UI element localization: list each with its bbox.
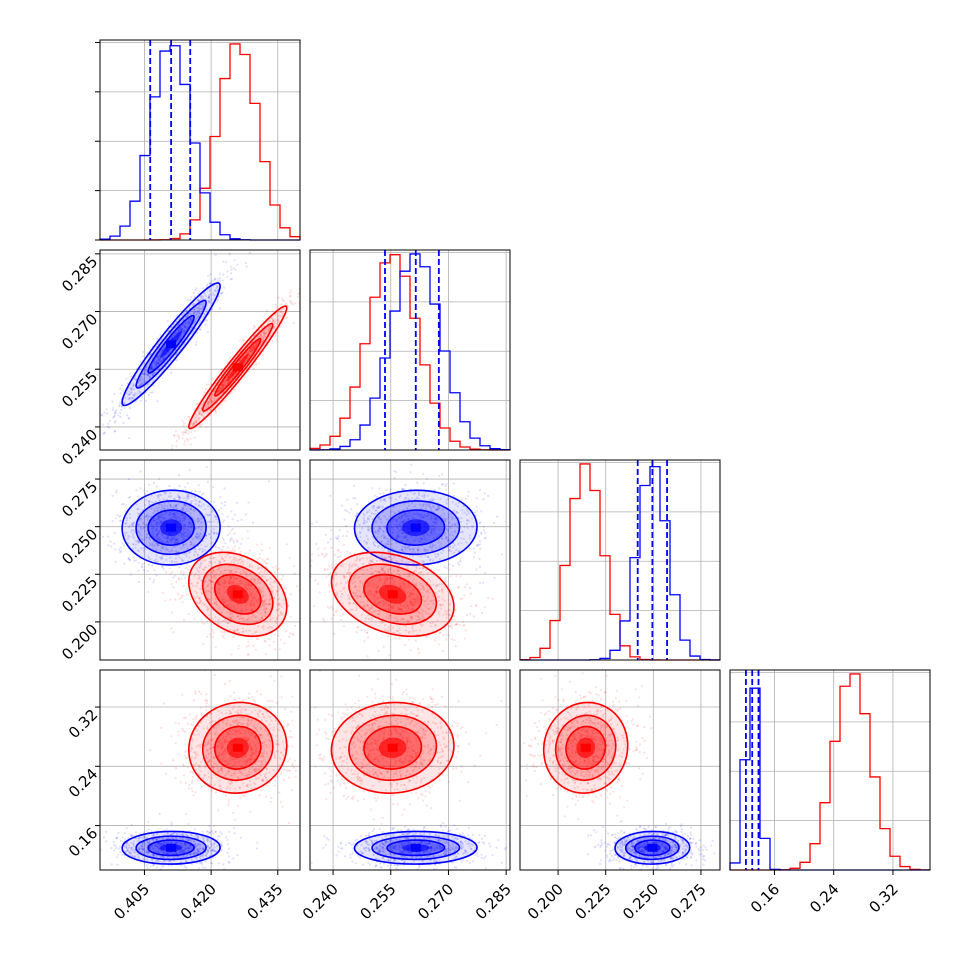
density-peak-series-1 xyxy=(387,743,398,752)
panels-layer: 0.2400.2550.2700.2850.2000.2250.2500.275… xyxy=(58,39,931,923)
y-tick-label-1-2: 0.270 xyxy=(58,310,101,353)
panel-frame xyxy=(99,669,301,871)
panel-frame xyxy=(729,669,931,871)
x-tick-label-2-2: 0.250 xyxy=(619,880,662,923)
scatter-points-series-0 xyxy=(101,466,270,589)
panel-frame xyxy=(309,249,511,451)
y-tick-label-2-1: 0.225 xyxy=(58,573,101,616)
x-tick-label-2-1: 0.225 xyxy=(571,880,614,923)
y-tick-label-3-0: 0.16 xyxy=(65,824,101,860)
panel-1-1 xyxy=(309,249,511,451)
x-tick-label-0-1: 0.420 xyxy=(177,880,220,923)
scatter-area xyxy=(100,670,300,870)
panel-frame xyxy=(99,39,301,241)
y-tick-label-2-0: 0.200 xyxy=(58,620,101,663)
y-tick-label-3-2: 0.32 xyxy=(65,706,101,742)
panel-2-0 xyxy=(99,459,301,661)
density-peak-series-0 xyxy=(410,523,421,532)
panel-3-3 xyxy=(729,669,931,871)
density-peak-series-0 xyxy=(166,523,177,532)
panel-2-2 xyxy=(519,459,721,661)
x-tick-label-2-0: 0.200 xyxy=(524,880,567,923)
x-tick-label-1-2: 0.270 xyxy=(414,880,457,923)
panel-1-0 xyxy=(99,249,301,451)
panel-background xyxy=(520,670,720,870)
density-peak-series-0 xyxy=(166,340,177,349)
y-tick-label-1-1: 0.255 xyxy=(58,368,101,411)
x-tick-label-1-0: 0.240 xyxy=(299,880,342,923)
scatter-area xyxy=(523,672,716,870)
histogram-series-1 xyxy=(309,254,511,451)
x-tick-label-0-0: 0.405 xyxy=(110,880,153,923)
density-peak-series-1 xyxy=(232,743,243,752)
density-peak-series-0 xyxy=(410,843,421,852)
y-tick-label-3-1: 0.24 xyxy=(65,765,101,801)
y-tick-label-1-0: 0.240 xyxy=(58,426,101,469)
x-tick-label-0-2: 0.435 xyxy=(244,880,287,923)
scatter-area xyxy=(310,463,504,658)
x-tick-label-3-0: 0.16 xyxy=(747,880,783,916)
panel-frame xyxy=(99,249,301,451)
x-tick-label-1-3: 0.285 xyxy=(472,880,515,923)
histogram-series-0 xyxy=(309,253,511,451)
x-tick-label-1-1: 0.255 xyxy=(356,880,399,923)
panel-frame xyxy=(99,459,301,661)
x-tick-label-2-3: 0.275 xyxy=(667,880,710,923)
panel-background xyxy=(100,670,300,870)
panel-background xyxy=(100,460,300,660)
panel-0-0 xyxy=(99,39,301,241)
density-peak-series-1 xyxy=(580,743,591,752)
scatter-area xyxy=(310,670,510,870)
panel-frame xyxy=(519,669,721,871)
panel-background xyxy=(100,250,300,450)
x-tick-label-3-1: 0.24 xyxy=(806,880,842,916)
density-peak-series-0 xyxy=(166,843,177,852)
density-peak-series-0 xyxy=(647,843,658,852)
x-tick-label-3-2: 0.32 xyxy=(865,880,901,916)
density-peak-series-1 xyxy=(232,590,243,599)
y-tick-label-2-2: 0.250 xyxy=(58,525,101,568)
panel-2-1 xyxy=(309,459,511,661)
density-peak-series-1 xyxy=(387,590,398,599)
panel-3-0 xyxy=(99,669,301,871)
y-tick-label-2-3: 0.275 xyxy=(58,478,101,521)
panel-3-1 xyxy=(309,669,511,871)
scatter-area xyxy=(100,250,300,450)
panel-3-2 xyxy=(519,669,721,871)
panel-frame xyxy=(309,459,511,661)
density-peak-series-1 xyxy=(232,363,243,372)
panel-frame xyxy=(519,459,721,661)
panel-frame xyxy=(309,669,511,871)
y-tick-label-1-3: 0.285 xyxy=(58,252,101,295)
scatter-area xyxy=(101,466,300,656)
